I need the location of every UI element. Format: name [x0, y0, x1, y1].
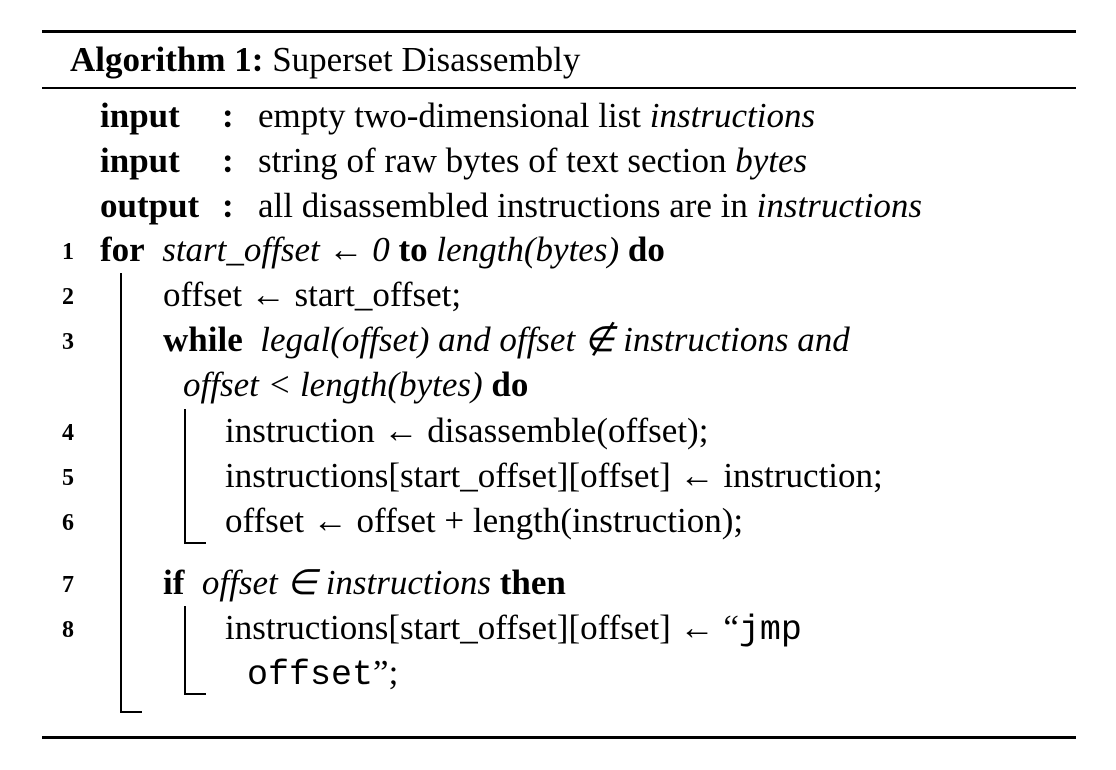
offset-token: offset — [247, 655, 374, 695]
line-number: 6 — [62, 510, 74, 536]
for-block-end — [120, 711, 142, 713]
algorithm-label: Algorithm 1: — [70, 40, 264, 79]
code-line-7: if offset ∈ instructions then — [163, 565, 566, 600]
keyword-do: do — [491, 365, 529, 404]
keyword-to: to — [398, 230, 428, 269]
loop-limit: length(bytes) — [436, 230, 620, 269]
line-number: 5 — [62, 465, 74, 491]
if-block-end — [184, 693, 206, 695]
code-line-3-cont: offset < length(bytes) do — [183, 367, 528, 402]
while-condition: legal(offset) and offset ∉ instructions … — [260, 320, 850, 359]
code-line-4: instruction ← disassemble(offset); — [225, 411, 709, 450]
assign-text: instructions[start_offset][offset] ← “ — [225, 608, 739, 647]
line-number: 4 — [62, 420, 74, 446]
code-line-6: offset ← offset + length(instruction); — [225, 501, 744, 540]
code-line-1: for start_offset ← 0 to length(bytes) do — [100, 232, 665, 267]
code-line-3: while legal(offset) and offset ∉ instruc… — [163, 322, 850, 357]
output-text: all disassembled instructions are in — [258, 186, 757, 225]
input-var: bytes — [735, 141, 808, 180]
input-desc-1: empty two-dimensional list instructions — [258, 98, 815, 133]
for-block-bar — [120, 273, 122, 713]
code-line-5: instructions[start_offset][offset] ← ins… — [225, 456, 883, 495]
input-keyword: input — [100, 96, 180, 135]
line-number: 8 — [62, 617, 74, 643]
code-line-2: offset ← start_offset; — [163, 275, 462, 314]
input-colon-2: : — [222, 141, 234, 180]
bottom-rule — [42, 736, 1076, 739]
output-desc: all disassembled instructions are in ins… — [258, 188, 922, 223]
line-number: 7 — [62, 572, 74, 598]
if-block-bar — [184, 606, 186, 695]
code-line-8-cont: offset”; — [247, 655, 398, 693]
input-colon-1: : — [222, 96, 234, 135]
keyword-then: then — [499, 563, 566, 602]
keyword-if: if — [163, 563, 185, 602]
keyword-for: for — [100, 230, 145, 269]
top-rule — [42, 30, 1076, 33]
input-row-2: input — [100, 143, 180, 178]
caption-rule — [42, 87, 1076, 89]
input-text: string of raw bytes of text section — [258, 141, 736, 180]
output-var: instructions — [756, 186, 922, 225]
output-colon: : — [222, 186, 234, 225]
output-row: output — [100, 188, 199, 223]
if-condition: offset ∈ instructions — [201, 563, 491, 602]
input-text: empty two-dimensional list — [258, 96, 650, 135]
while-block-bar — [184, 409, 186, 544]
algorithm-title: Superset Disassembly — [272, 40, 581, 79]
keyword-do: do — [627, 230, 665, 269]
input-row-1: input — [100, 98, 180, 133]
input-var: instructions — [649, 96, 816, 135]
while-condition-cont: offset < length(bytes) — [183, 365, 483, 404]
loop-init: start_offset ← 0 — [162, 230, 390, 269]
line-number: 2 — [62, 284, 74, 310]
algorithm-caption: Algorithm 1: Superset Disassembly — [70, 42, 580, 77]
line-number: 1 — [62, 239, 74, 265]
code-line-8: instructions[start_offset][offset] ← “jm… — [225, 610, 802, 648]
keyword-while: while — [163, 320, 243, 359]
jmp-token: jmp — [738, 610, 802, 650]
line-number: 3 — [62, 329, 74, 355]
assign-end: ”; — [373, 653, 399, 692]
while-block-end — [184, 542, 206, 544]
input-keyword: input — [100, 141, 180, 180]
input-desc-2: string of raw bytes of text section byte… — [258, 143, 807, 178]
output-keyword: output — [100, 186, 200, 225]
